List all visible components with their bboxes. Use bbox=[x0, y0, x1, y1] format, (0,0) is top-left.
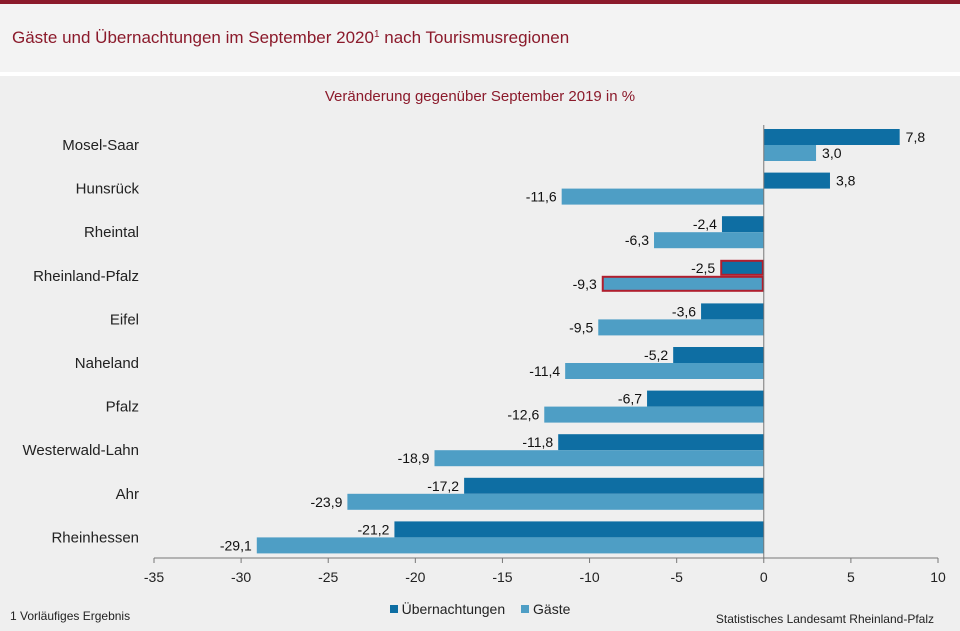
category-label-rheinhessen: Rheinhessen bbox=[51, 529, 139, 546]
category-label-naheland: Naheland bbox=[75, 355, 139, 372]
x-tick-label: -25 bbox=[318, 569, 338, 585]
x-tick-label: -15 bbox=[492, 569, 512, 585]
category-label-westerwald-lahn: Westerwald-Lahn bbox=[23, 442, 139, 459]
data-label-gaste-rheintal: -6,3 bbox=[625, 232, 649, 248]
data-label-ubernachtungen-pfalz: -6,7 bbox=[618, 391, 642, 407]
x-tick-label: -30 bbox=[231, 569, 251, 585]
title-suffix: nach Tourismusregionen bbox=[379, 28, 570, 47]
data-label-gaste-pfalz: -12,6 bbox=[507, 407, 539, 423]
bar-ubernachtungen-rheintal bbox=[721, 216, 764, 233]
x-tick-label: -20 bbox=[405, 569, 425, 585]
bar-gaste-pfalz bbox=[544, 406, 764, 423]
header-separator bbox=[0, 72, 960, 76]
category-label-eifel: Eifel bbox=[110, 311, 139, 328]
bar-gaste-rheintal bbox=[654, 232, 764, 249]
x-tick-label: 10 bbox=[930, 569, 946, 585]
data-label-ubernachtungen-hunsruck: 3,8 bbox=[836, 173, 856, 189]
data-label-gaste-rheinhessen: -29,1 bbox=[220, 537, 252, 553]
data-label-gaste-westerwald-lahn: -18,9 bbox=[398, 450, 430, 466]
data-label-ubernachtungen-eifel: -3,6 bbox=[672, 303, 696, 319]
legend-item-uebernachtungen: Übernachtungen bbox=[389, 601, 506, 617]
bar-ubernachtungen-mosel-saar bbox=[763, 129, 900, 145]
bar-ubernachtungen-ahr bbox=[464, 477, 764, 494]
footnote: 1 Vorläufiges Ergebnis bbox=[10, 609, 131, 623]
data-label-gaste-hunsruck: -11,6 bbox=[526, 189, 557, 205]
bar-gaste-eifel bbox=[598, 319, 764, 336]
legend-label-gaeste: Gäste bbox=[533, 601, 571, 617]
legend: Übernachtungen Gäste bbox=[0, 600, 960, 617]
category-label-ahr: Ahr bbox=[116, 486, 139, 503]
x-tick-label: -10 bbox=[579, 569, 599, 585]
data-label-ubernachtungen-ahr: -17,2 bbox=[427, 478, 459, 494]
legend-swatch-uebernachtungen bbox=[389, 605, 398, 613]
bar-gaste-naheland bbox=[565, 363, 764, 379]
data-label-gaste-eifel: -9,5 bbox=[569, 319, 593, 335]
header: Gäste und Übernachtungen im September 20… bbox=[0, 4, 960, 72]
legend-item-gaeste: Gäste bbox=[521, 601, 570, 617]
category-label-rheintal: Rheintal bbox=[84, 224, 139, 241]
bar-gaste-hunsruck bbox=[561, 188, 764, 205]
bar-gaste-westerwald-lahn bbox=[434, 450, 764, 467]
bar-ubernachtungen-rheinland-pfalz bbox=[720, 259, 764, 276]
bar-chart: -35 -30 -25 -20 -15 -10 -5 0 5 10 Mosel-Saar 7,8 3,0… bbox=[23, 125, 946, 585]
bar-gaste-ahr bbox=[347, 493, 764, 510]
bar-ubernachtungen-pfalz bbox=[647, 390, 764, 407]
data-label-ubernachtungen-rheinland-pfalz: -2,5 bbox=[691, 260, 715, 276]
bar-ubernachtungen-eifel bbox=[701, 303, 764, 320]
data-label-gaste-rheinland-pfalz: -9,3 bbox=[573, 276, 597, 292]
bar-gaste-rheinhessen bbox=[256, 537, 764, 554]
data-label-ubernachtungen-mosel-saar: 7,8 bbox=[906, 129, 926, 145]
title-main: Gäste und Übernachtungen im September 20… bbox=[12, 28, 374, 47]
data-label-gaste-mosel-saar: 3,0 bbox=[822, 145, 842, 161]
data-label-ubernachtungen-rheinhessen: -21,2 bbox=[358, 521, 390, 537]
category-label-hunsruck: Hunsrück bbox=[76, 181, 140, 198]
category-label-mosel-saar: Mosel-Saar bbox=[62, 137, 139, 154]
data-label-ubernachtungen-westerwald-lahn: -11,8 bbox=[522, 434, 553, 450]
data-label-gaste-ahr: -23,9 bbox=[310, 494, 342, 510]
x-tick-label: -5 bbox=[670, 569, 683, 585]
legend-label-uebernachtungen: Übernachtungen bbox=[401, 601, 506, 617]
category-label-pfalz: Pfalz bbox=[106, 399, 139, 416]
data-label-ubernachtungen-naheland: -5,2 bbox=[644, 347, 668, 363]
x-tick-label: 5 bbox=[847, 569, 855, 585]
bar-ubernachtungen-rheinhessen bbox=[394, 521, 764, 538]
category-label-rheinland-pfalz: Rheinland-Pfalz bbox=[33, 268, 139, 285]
page-title: Gäste und Übernachtungen im September 20… bbox=[12, 28, 569, 48]
title-footnote-marker: 1 bbox=[373, 29, 380, 40]
data-label-ubernachtungen-rheintal: -2,4 bbox=[693, 216, 717, 232]
data-label-gaste-naheland: -11,4 bbox=[529, 363, 560, 379]
source-note: Statistisches Landesamt Rheinland-Pfalz bbox=[715, 612, 934, 626]
bar-ubernachtungen-westerwald-lahn bbox=[558, 434, 764, 451]
bar-gaste-mosel-saar bbox=[763, 145, 817, 161]
top-accent-bar bbox=[0, 0, 960, 4]
bar-gaste-rheinland-pfalz bbox=[601, 275, 764, 292]
x-tick-label: -35 bbox=[144, 569, 164, 585]
bar-ubernachtungen-hunsruck bbox=[763, 172, 830, 189]
chart-subtitle: Veränderung gegenüber September 2019 in … bbox=[324, 88, 636, 105]
bar-ubernachtungen-naheland bbox=[673, 347, 764, 363]
x-tick-label: 0 bbox=[760, 569, 768, 585]
legend-swatch-gaeste bbox=[521, 605, 530, 613]
